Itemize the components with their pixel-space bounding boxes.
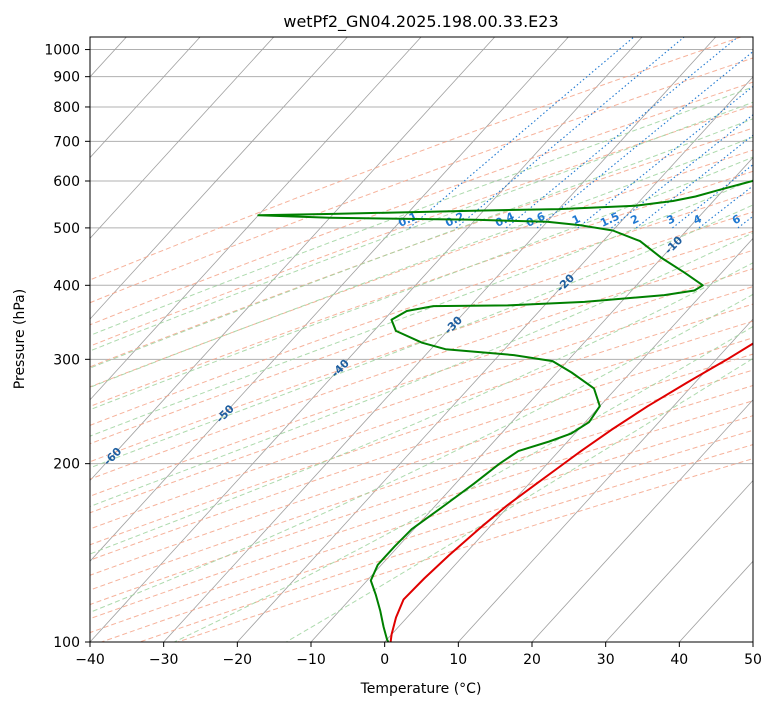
dry-adiabat: [90, 105, 753, 347]
isotherm-line: [384, 237, 753, 642]
isotherm-line: [90, 37, 348, 320]
isotherm-line: [237, 76, 753, 642]
isotherm-line: [458, 318, 753, 642]
x-tick-label: 10: [449, 652, 467, 668]
dry-adiabat: [90, 57, 753, 304]
y-tick-label: 800: [53, 100, 80, 116]
dry-adiabat: [90, 170, 753, 407]
y-tick-label: 600: [53, 174, 80, 190]
isotherm-line: [310, 157, 753, 642]
isotherm-line: [605, 479, 753, 642]
mixing-ratio-line: [455, 37, 685, 229]
profiles: [257, 179, 753, 642]
x-tick-label: −20: [223, 652, 253, 668]
y-tick-label: 1000: [44, 43, 80, 59]
chart-title: wetPf2_GN04.2025.198.00.33.E23: [283, 12, 558, 32]
y-tick-label: 300: [53, 352, 80, 368]
moist-adiabat: [90, 118, 753, 369]
dewpoint-profile: [257, 179, 753, 642]
moist-adiabat: [90, 293, 753, 613]
moist-adiabat: [285, 357, 753, 642]
background-lines: [90, 37, 753, 642]
x-axis-label: Temperature (°C): [360, 681, 482, 697]
y-tick-label: 900: [53, 70, 80, 86]
x-tick-label: 50: [744, 652, 762, 668]
x-tick-label: −30: [149, 652, 179, 668]
isotherm-line: [163, 37, 717, 642]
isotherm-line: [90, 37, 422, 401]
dry-adiabat: [90, 303, 753, 530]
x-tick-label: 30: [597, 652, 615, 668]
isotherm-line: [531, 399, 753, 642]
dry-adiabat: [90, 385, 753, 606]
y-tick-label: 100: [53, 635, 80, 651]
axes: −40 −30 −20 −10 0 10 20 30 40 50 100 200 300 400 500 60…: [44, 43, 762, 668]
dry-adiabat: [90, 337, 753, 561]
dry-adiabat: [90, 353, 753, 576]
y-tick-label: 400: [53, 278, 80, 294]
x-tick-label: −40: [75, 652, 105, 668]
temperature-profile: [389, 342, 753, 642]
mixing-ratio-line: [505, 37, 739, 229]
isotherm-line: [90, 37, 569, 562]
y-tick-label: 700: [53, 134, 80, 150]
moist-adiabat: [90, 136, 753, 388]
x-tick-label: 20: [523, 652, 541, 668]
y-tick-label: 200: [53, 457, 80, 473]
x-tick-label: 0: [380, 652, 389, 668]
isotherm-line: [90, 37, 275, 239]
dry-adiabat: [90, 37, 742, 281]
dry-adiabat: [90, 127, 753, 368]
mixing-ratio-line: [577, 85, 753, 229]
moist-adiabat: [90, 179, 753, 437]
isotherm-line: [90, 37, 643, 642]
isotherm-line: [90, 37, 201, 159]
y-tick-label: 500: [53, 221, 80, 237]
x-tick-label: −10: [296, 652, 326, 668]
dry-adiabat: [90, 320, 753, 546]
plot-frame: [89, 36, 754, 643]
x-tick-label: 40: [670, 652, 688, 668]
isotherm-line: [90, 37, 496, 482]
moist-adiabat: [90, 204, 753, 469]
mixing-ratio-line: [536, 50, 753, 229]
moist-adiabat: [90, 232, 753, 508]
y-axis-label: Pressure (hPa): [12, 289, 28, 389]
